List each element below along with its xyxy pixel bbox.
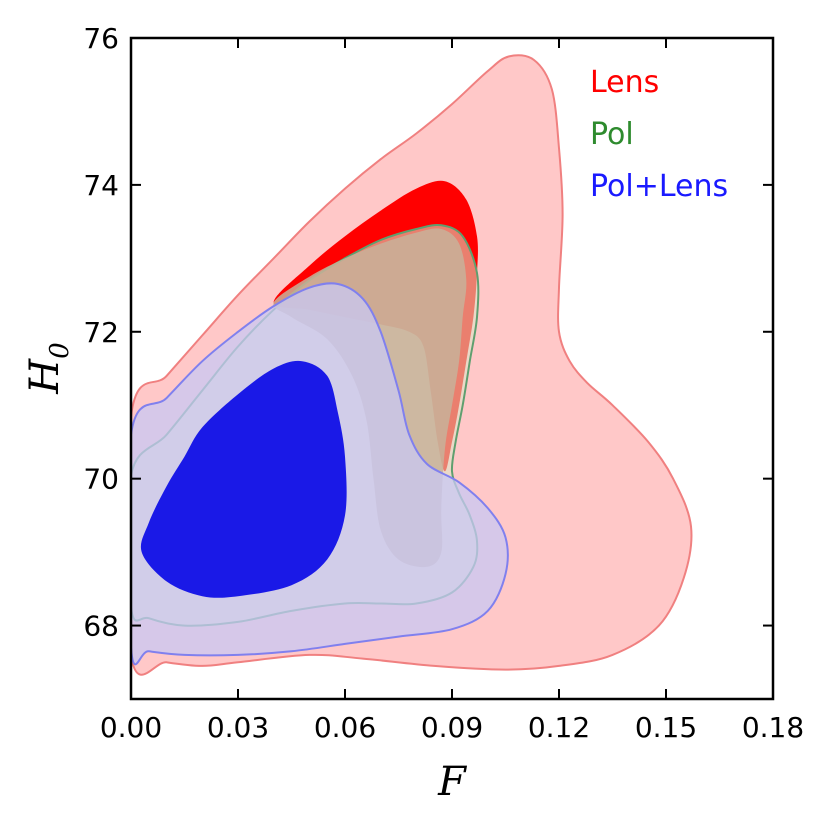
svg-text:H0: H0 <box>22 342 75 394</box>
legend-label-lens: Lens <box>590 65 659 100</box>
y-axis-label-main: H <box>22 358 68 395</box>
x-tick-label: 0.03 <box>207 711 269 744</box>
legend-label-pol-lens: Pol+Lens <box>590 169 728 204</box>
y-tick-label: 68 <box>83 610 119 643</box>
x-tick-label: 0.18 <box>742 711 804 744</box>
contour-pol-lens-68 <box>140 360 347 598</box>
x-tick-label: 0.09 <box>421 711 483 744</box>
y-tick-label: 76 <box>83 22 119 55</box>
y-tick-label: 72 <box>83 316 119 349</box>
legend-label-pol: Pol <box>590 117 634 152</box>
x-tick-label: 0.12 <box>528 711 590 744</box>
x-tick-label: 0.00 <box>100 711 162 744</box>
contour-layer <box>131 54 693 676</box>
y-axis-label-sub: 0 <box>45 342 75 359</box>
x-tick-label: 0.06 <box>314 711 376 744</box>
y-tick-label: 70 <box>83 463 119 496</box>
y-tick-label: 74 <box>83 169 119 202</box>
x-tick-label: 0.15 <box>635 711 697 744</box>
y-axis-label: H0 <box>22 342 75 394</box>
legend: Lens Pol Pol+Lens <box>590 65 728 204</box>
tick-layer: 0.00 0.03 0.06 0.09 0.12 0.15 0.18 68 70 72 74 76 <box>83 22 804 744</box>
x-axis-label: F <box>437 759 467 805</box>
